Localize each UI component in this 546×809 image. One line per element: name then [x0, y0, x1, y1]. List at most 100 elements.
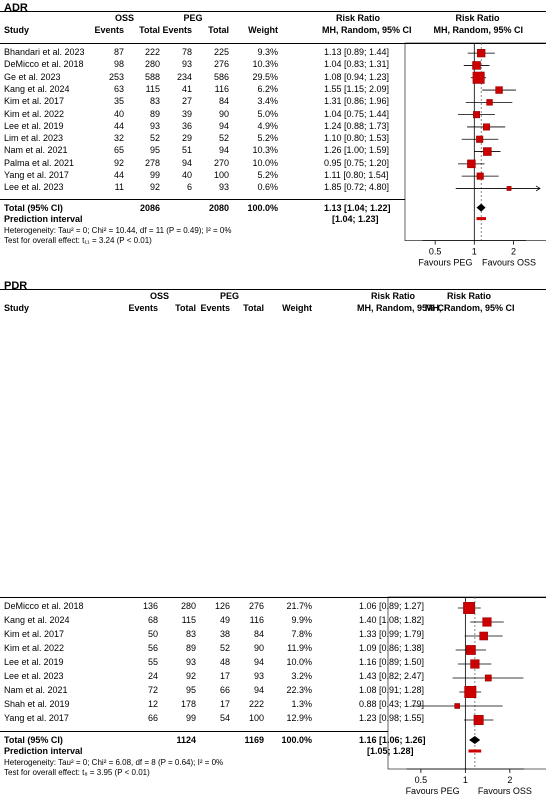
- study-square: [473, 715, 484, 725]
- study-name: DeMicco et al. 2018: [4, 601, 84, 611]
- oss-events: 55: [147, 657, 158, 667]
- risk-ratio-ci: 1.31 [0.86; 1.96]: [324, 96, 390, 107]
- top-rule: [0, 289, 546, 290]
- oss-total: 115: [145, 83, 160, 94]
- prediction-interval-bar: [468, 749, 482, 753]
- group1-header: OSS: [115, 13, 135, 23]
- total-risk-ratio-ci: 1.13 [1.04; 1.22]: [324, 202, 391, 213]
- total-weight: 100.0%: [247, 202, 278, 213]
- study-name: Kim et al. 2017: [4, 96, 65, 107]
- study-square: [479, 631, 488, 641]
- events1-header: Events: [94, 25, 124, 35]
- peg-events: 41: [181, 83, 192, 94]
- peg-total: 116: [249, 615, 264, 625]
- weight-value: 29.5%: [252, 71, 278, 82]
- ci-arrow: [535, 185, 541, 192]
- study-name: Kang et al. 2024: [4, 83, 70, 94]
- oss-events: 87: [113, 47, 124, 57]
- total1-header: Total: [175, 303, 196, 313]
- total1-header: Total: [139, 25, 160, 35]
- study-name: Kim et al. 2022: [4, 643, 65, 653]
- peg-events: 93: [181, 59, 192, 70]
- total-label: Total (95% CI): [4, 202, 63, 213]
- study-name: Yang et al. 2017: [4, 713, 69, 723]
- peg-total: 84: [253, 629, 264, 639]
- oss-total: 93: [149, 120, 160, 131]
- oss-events: 44: [113, 120, 124, 131]
- weight-value: 3.2%: [291, 671, 312, 681]
- weight-value: 21.7%: [286, 601, 312, 611]
- peg-total: 276: [248, 601, 264, 611]
- oss-total: 222: [144, 47, 160, 57]
- risk-ratio-ci: 1.24 [0.88; 1.73]: [324, 120, 390, 131]
- oss-total: 280: [144, 59, 160, 70]
- x-tick-label: 2: [507, 775, 512, 785]
- oss-events: 12: [147, 699, 158, 709]
- study-square: [470, 659, 480, 669]
- weight-value: 10.3%: [252, 59, 278, 70]
- peg-events: 39: [181, 108, 192, 119]
- favours-left-label: Favours PEG: [406, 786, 460, 796]
- rr-method-header: MH, Random, 95% CI: [357, 303, 447, 313]
- oss-events: 63: [113, 83, 124, 94]
- total-rule: [0, 731, 388, 732]
- weight-value: 10.0%: [286, 657, 312, 667]
- study-name: Kang et al. 2024: [4, 615, 70, 625]
- favours-right-label: Favours OSS: [478, 786, 532, 796]
- pooled-diamond: [476, 203, 486, 212]
- x-tick-label: 0.5: [415, 775, 428, 785]
- total-label: Total (95% CI): [4, 735, 63, 745]
- weight-value: 5.2%: [257, 170, 278, 180]
- peg-total: 100: [213, 170, 229, 180]
- study-square: [506, 186, 512, 191]
- overall-effect-text: Test for overall effect: t₁₁ = 3.24 (P <…: [4, 235, 152, 245]
- study-square: [483, 147, 492, 156]
- peg-total: 94: [253, 685, 264, 695]
- peg-total: 100: [248, 713, 264, 723]
- study-name: Bhandari et al. 2023: [4, 47, 85, 57]
- prediction-interval-value: [1.04; 1.23]: [332, 213, 379, 224]
- group1-header: OSS: [150, 291, 170, 301]
- study-name: Kim et al. 2017: [4, 629, 65, 639]
- peg-total: 90: [253, 643, 264, 653]
- peg-total: 94: [253, 657, 264, 667]
- peg-total: 225: [213, 47, 229, 57]
- study-header: Study: [4, 303, 30, 313]
- oss-total: 52: [149, 133, 160, 144]
- study-square: [463, 602, 476, 614]
- oss-total: 588: [144, 71, 160, 82]
- peg-total: 94: [218, 145, 229, 156]
- events1-header: Events: [128, 303, 158, 313]
- study-name: Lee et al. 2023: [4, 182, 64, 193]
- oss-events: 68: [147, 615, 158, 625]
- study-square: [467, 159, 476, 169]
- weight-value: 9.9%: [291, 615, 312, 625]
- study-square: [484, 674, 492, 682]
- peg-events: 36: [181, 120, 192, 131]
- risk-ratio-ci: 1.85 [0.72; 4.80]: [324, 182, 390, 193]
- oss-events: 65: [113, 145, 124, 156]
- rr-method-header: MH, Random, 95% CI: [322, 25, 412, 35]
- events2-header: Events: [162, 25, 192, 35]
- oss-events: 11: [114, 182, 124, 193]
- plot-column-title: Risk Ratio: [455, 13, 500, 23]
- oss-total: 99: [149, 170, 160, 180]
- weight-header: Weight: [282, 303, 312, 313]
- study-square: [472, 71, 485, 84]
- panel-title: ADR: [4, 2, 28, 14]
- weight-value: 9.3%: [257, 47, 278, 57]
- risk-ratio-ci: 1.26 [1.00; 1.59]: [324, 145, 390, 156]
- plot-frame: [387, 596, 546, 770]
- panel-adr: ADR OSS PEG Risk Ratio Risk Ratio Study Events…: [0, 0, 546, 268]
- weight-value: 12.9%: [286, 713, 312, 723]
- oss-total: 89: [149, 108, 160, 119]
- total-peg: 1169: [244, 735, 264, 745]
- study-name: Palma et al. 2021: [4, 157, 75, 168]
- peg-events: 51: [181, 145, 192, 156]
- events2-header: Events: [200, 303, 230, 313]
- total-peg: 2080: [208, 202, 229, 213]
- study-square: [482, 123, 490, 131]
- oss-events: 98: [113, 59, 124, 70]
- header-rule: [0, 43, 546, 44]
- risk-ratio-ci: 1.08 [0.94; 1.23]: [324, 71, 390, 82]
